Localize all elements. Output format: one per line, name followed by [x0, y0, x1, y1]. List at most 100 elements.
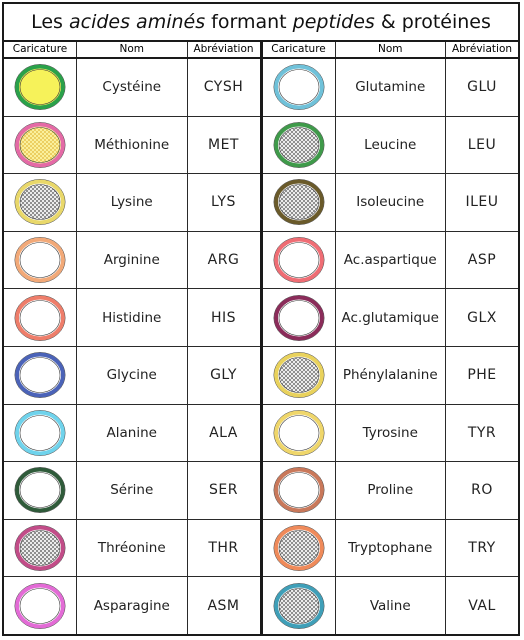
header-caricature: Caricature [263, 42, 336, 57]
name-cell: Sérine [77, 462, 188, 519]
caricature-outline [14, 294, 66, 341]
table-row: Méthionine MET [4, 116, 260, 175]
amino-acid-abbreviation: VAL [468, 597, 496, 614]
title-italic-peptides: peptides [292, 11, 375, 33]
amino-acid-name: Méthionine [94, 136, 170, 153]
caricature-outline [273, 352, 324, 399]
right-table-header: Caricature Nom Abréviation [262, 42, 518, 59]
abbreviation-cell: TRY [446, 520, 518, 577]
caricature-outline [273, 294, 324, 341]
amino-acid-caricature-icon [14, 467, 66, 514]
abbreviation-cell: RO [446, 462, 518, 519]
amino-acid-caricature-icon [273, 352, 324, 399]
abbreviation-cell: MET [188, 117, 260, 174]
name-cell: Proline [336, 462, 446, 519]
name-cell: Histidine [77, 289, 188, 346]
table-row: Arginine ARG [4, 231, 260, 290]
caricature-cell [4, 519, 77, 577]
amino-acid-caricature-icon [273, 237, 324, 284]
table-row: Cystéine CYSH [4, 59, 260, 117]
caricature-cell [263, 174, 336, 231]
caricature-outline [273, 525, 324, 571]
caricature-cell [4, 59, 77, 116]
abbreviation-cell: THR [188, 520, 260, 577]
amino-acid-abbreviation: ILEU [465, 194, 499, 211]
name-cell: Arginine [77, 231, 188, 289]
table-row: Thréonine THR [4, 519, 260, 578]
name-cell: Thréonine [77, 519, 188, 577]
caricature-core [19, 127, 61, 163]
caricature-cell [263, 116, 336, 174]
amino-acid-caricature-icon [273, 121, 324, 168]
amino-acid-caricature-icon [14, 525, 66, 571]
abbreviation-cell: LYS [188, 174, 260, 231]
right-table-rows: Glutamine GLU Leucine LEU Isoleucine ILEU Ac.a… [262, 59, 518, 634]
title-italic-acides: acides aminés [69, 11, 206, 33]
caricature-outline [14, 64, 66, 111]
caricature-ring [15, 583, 65, 629]
amino-acid-name: Sérine [110, 482, 154, 499]
table-row: Glutamine GLU [262, 59, 518, 117]
amino-acid-abbreviation: CYSH [203, 79, 244, 96]
amino-acid-abbreviation: ASM [207, 597, 240, 614]
header-nom: Nom [77, 42, 188, 57]
amino-acid-abbreviation: ALA [209, 424, 238, 441]
caricature-outline [14, 237, 66, 284]
title-prefix: Les [31, 11, 69, 33]
amino-acid-caricature-icon [273, 409, 324, 456]
caricature-cell [263, 462, 336, 519]
amino-acid-caricature-icon [273, 294, 324, 341]
left-table-header: Caricature Nom Abréviation [4, 42, 260, 59]
amino-acid-name: Tyrosine [362, 424, 418, 441]
amino-acid-name: Ac.aspartique [343, 252, 437, 269]
caricature-core [19, 184, 61, 221]
caricature-core [19, 587, 61, 624]
amino-acid-caricature-icon [273, 467, 324, 514]
amino-acid-name: Thréonine [97, 540, 166, 557]
amino-acid-abbreviation: GLX [467, 309, 497, 326]
caricature-core [278, 127, 319, 163]
abbreviation-cell: SER [188, 462, 260, 519]
caricature-ring [15, 467, 65, 513]
caricature-cell [4, 462, 77, 519]
amino-acid-name: Histidine [102, 309, 162, 326]
amino-acid-abbreviation: LYS [211, 194, 236, 211]
amino-acid-name: Glutamine [355, 79, 426, 96]
amino-acid-name: Phénylalanine [342, 367, 438, 384]
caricature-ring [15, 410, 65, 456]
title-middle: formant [205, 11, 293, 33]
amino-acid-caricature-icon [273, 179, 324, 226]
amino-acid-abbreviation: GLU [467, 79, 497, 96]
abbreviation-cell: GLU [446, 59, 518, 116]
amino-acid-sheet: Les acides aminés formant peptides & pro… [2, 2, 520, 636]
caricature-core [278, 530, 319, 566]
amino-acid-caricature-icon [273, 525, 324, 571]
abbreviation-cell: ALA [188, 405, 260, 462]
amino-acid-caricature-icon [273, 64, 324, 111]
table-row: Histidine HIS [4, 289, 260, 347]
table-row: Asparagine ASM [4, 577, 260, 634]
name-cell: Asparagine [77, 577, 188, 634]
name-cell: Cystéine [77, 59, 188, 116]
amino-acid-caricature-icon [14, 237, 66, 284]
caricature-core [278, 69, 319, 106]
left-table: Caricature Nom Abréviation Cystéine CYSH M… [4, 42, 260, 634]
header-caricature: Caricature [4, 42, 77, 57]
caricature-outline [273, 409, 324, 456]
abbreviation-cell: PHE [446, 347, 518, 404]
abbreviation-cell: GLX [446, 289, 518, 346]
amino-acid-caricature-icon [273, 582, 324, 629]
caricature-ring [15, 237, 65, 283]
caricature-core [278, 184, 319, 221]
table-row: Leucine LEU [262, 116, 518, 175]
amino-acid-caricature-icon [14, 352, 66, 399]
table-row: Alanine ALA [4, 404, 260, 463]
name-cell: Isoleucine [336, 174, 446, 231]
name-cell: Tyrosine [336, 404, 446, 462]
caricature-core [278, 415, 319, 451]
amino-acid-name: Asparagine [93, 597, 170, 614]
table-row: Sérine SER [4, 462, 260, 520]
name-cell: Leucine [336, 116, 446, 174]
caricature-outline [273, 64, 324, 111]
caricature-outline [273, 467, 324, 514]
